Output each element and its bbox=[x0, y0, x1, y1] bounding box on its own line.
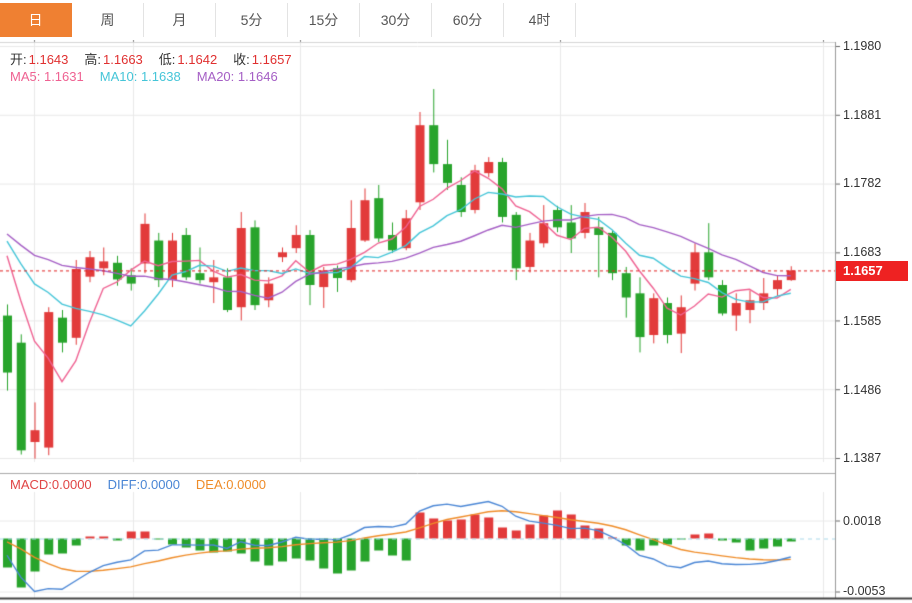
dea-value-readout: DEA:0.0000 bbox=[195, 477, 267, 492]
ma20-readout: MA20: 1.1646 bbox=[196, 69, 278, 84]
tab-60min[interactable]: 60分 bbox=[432, 3, 504, 37]
price-axis-label: 1.1881 bbox=[843, 108, 882, 122]
timeframe-tabbar: 日 周 月 5分 15分 30分 60分 4时 bbox=[0, 0, 912, 40]
tab-4hour[interactable]: 4时 bbox=[504, 3, 576, 37]
macd-readout: MACD:0.0000 DIFF:0.0000 DEA:0.0000 bbox=[10, 477, 266, 492]
ma10-readout: MA10: 1.1638 bbox=[99, 69, 181, 84]
price-axis-label: 1.1387 bbox=[843, 451, 882, 465]
open-readout: 开: 1.1643 bbox=[10, 52, 69, 67]
macd-value-readout: MACD:0.0000 bbox=[10, 477, 92, 492]
tab-15min[interactable]: 15分 bbox=[288, 3, 360, 37]
macd-axis-label: 0.0018 bbox=[843, 514, 882, 528]
ohlc-readout: 开: 1.1643 高: 1.1663 低: 1.1642 收: 1.1657 bbox=[10, 49, 292, 68]
tab-5min[interactable]: 5分 bbox=[216, 3, 288, 37]
price-axis-label: 1.1683 bbox=[843, 245, 882, 259]
tab-month[interactable]: 月 bbox=[144, 3, 216, 37]
ma-readout: MA5: 1.1631 MA10: 1.1638 MA20: 1.1646 bbox=[10, 69, 278, 84]
macd-axis-label: -0.0053 bbox=[843, 584, 886, 598]
price-axis-label: 1.1585 bbox=[843, 314, 882, 328]
diff-value-readout: DIFF:0.0000 bbox=[107, 477, 180, 492]
price-axis-label: 1.1980 bbox=[843, 39, 882, 53]
close-readout: 收: 1.1657 bbox=[233, 52, 292, 67]
price-axis-label: 1.1486 bbox=[843, 383, 882, 397]
low-readout: 低: 1.1642 bbox=[158, 52, 218, 67]
ma5-readout: MA5: 1.1631 bbox=[10, 69, 84, 84]
tab-30min[interactable]: 30分 bbox=[360, 3, 432, 37]
tab-week[interactable]: 周 bbox=[72, 3, 144, 37]
current-price-tag: 1.1657 bbox=[836, 261, 908, 281]
price-axis-label: 1.1782 bbox=[843, 176, 882, 190]
tab-day[interactable]: 日 bbox=[0, 3, 72, 37]
high-readout: 高: 1.1663 bbox=[84, 52, 143, 67]
